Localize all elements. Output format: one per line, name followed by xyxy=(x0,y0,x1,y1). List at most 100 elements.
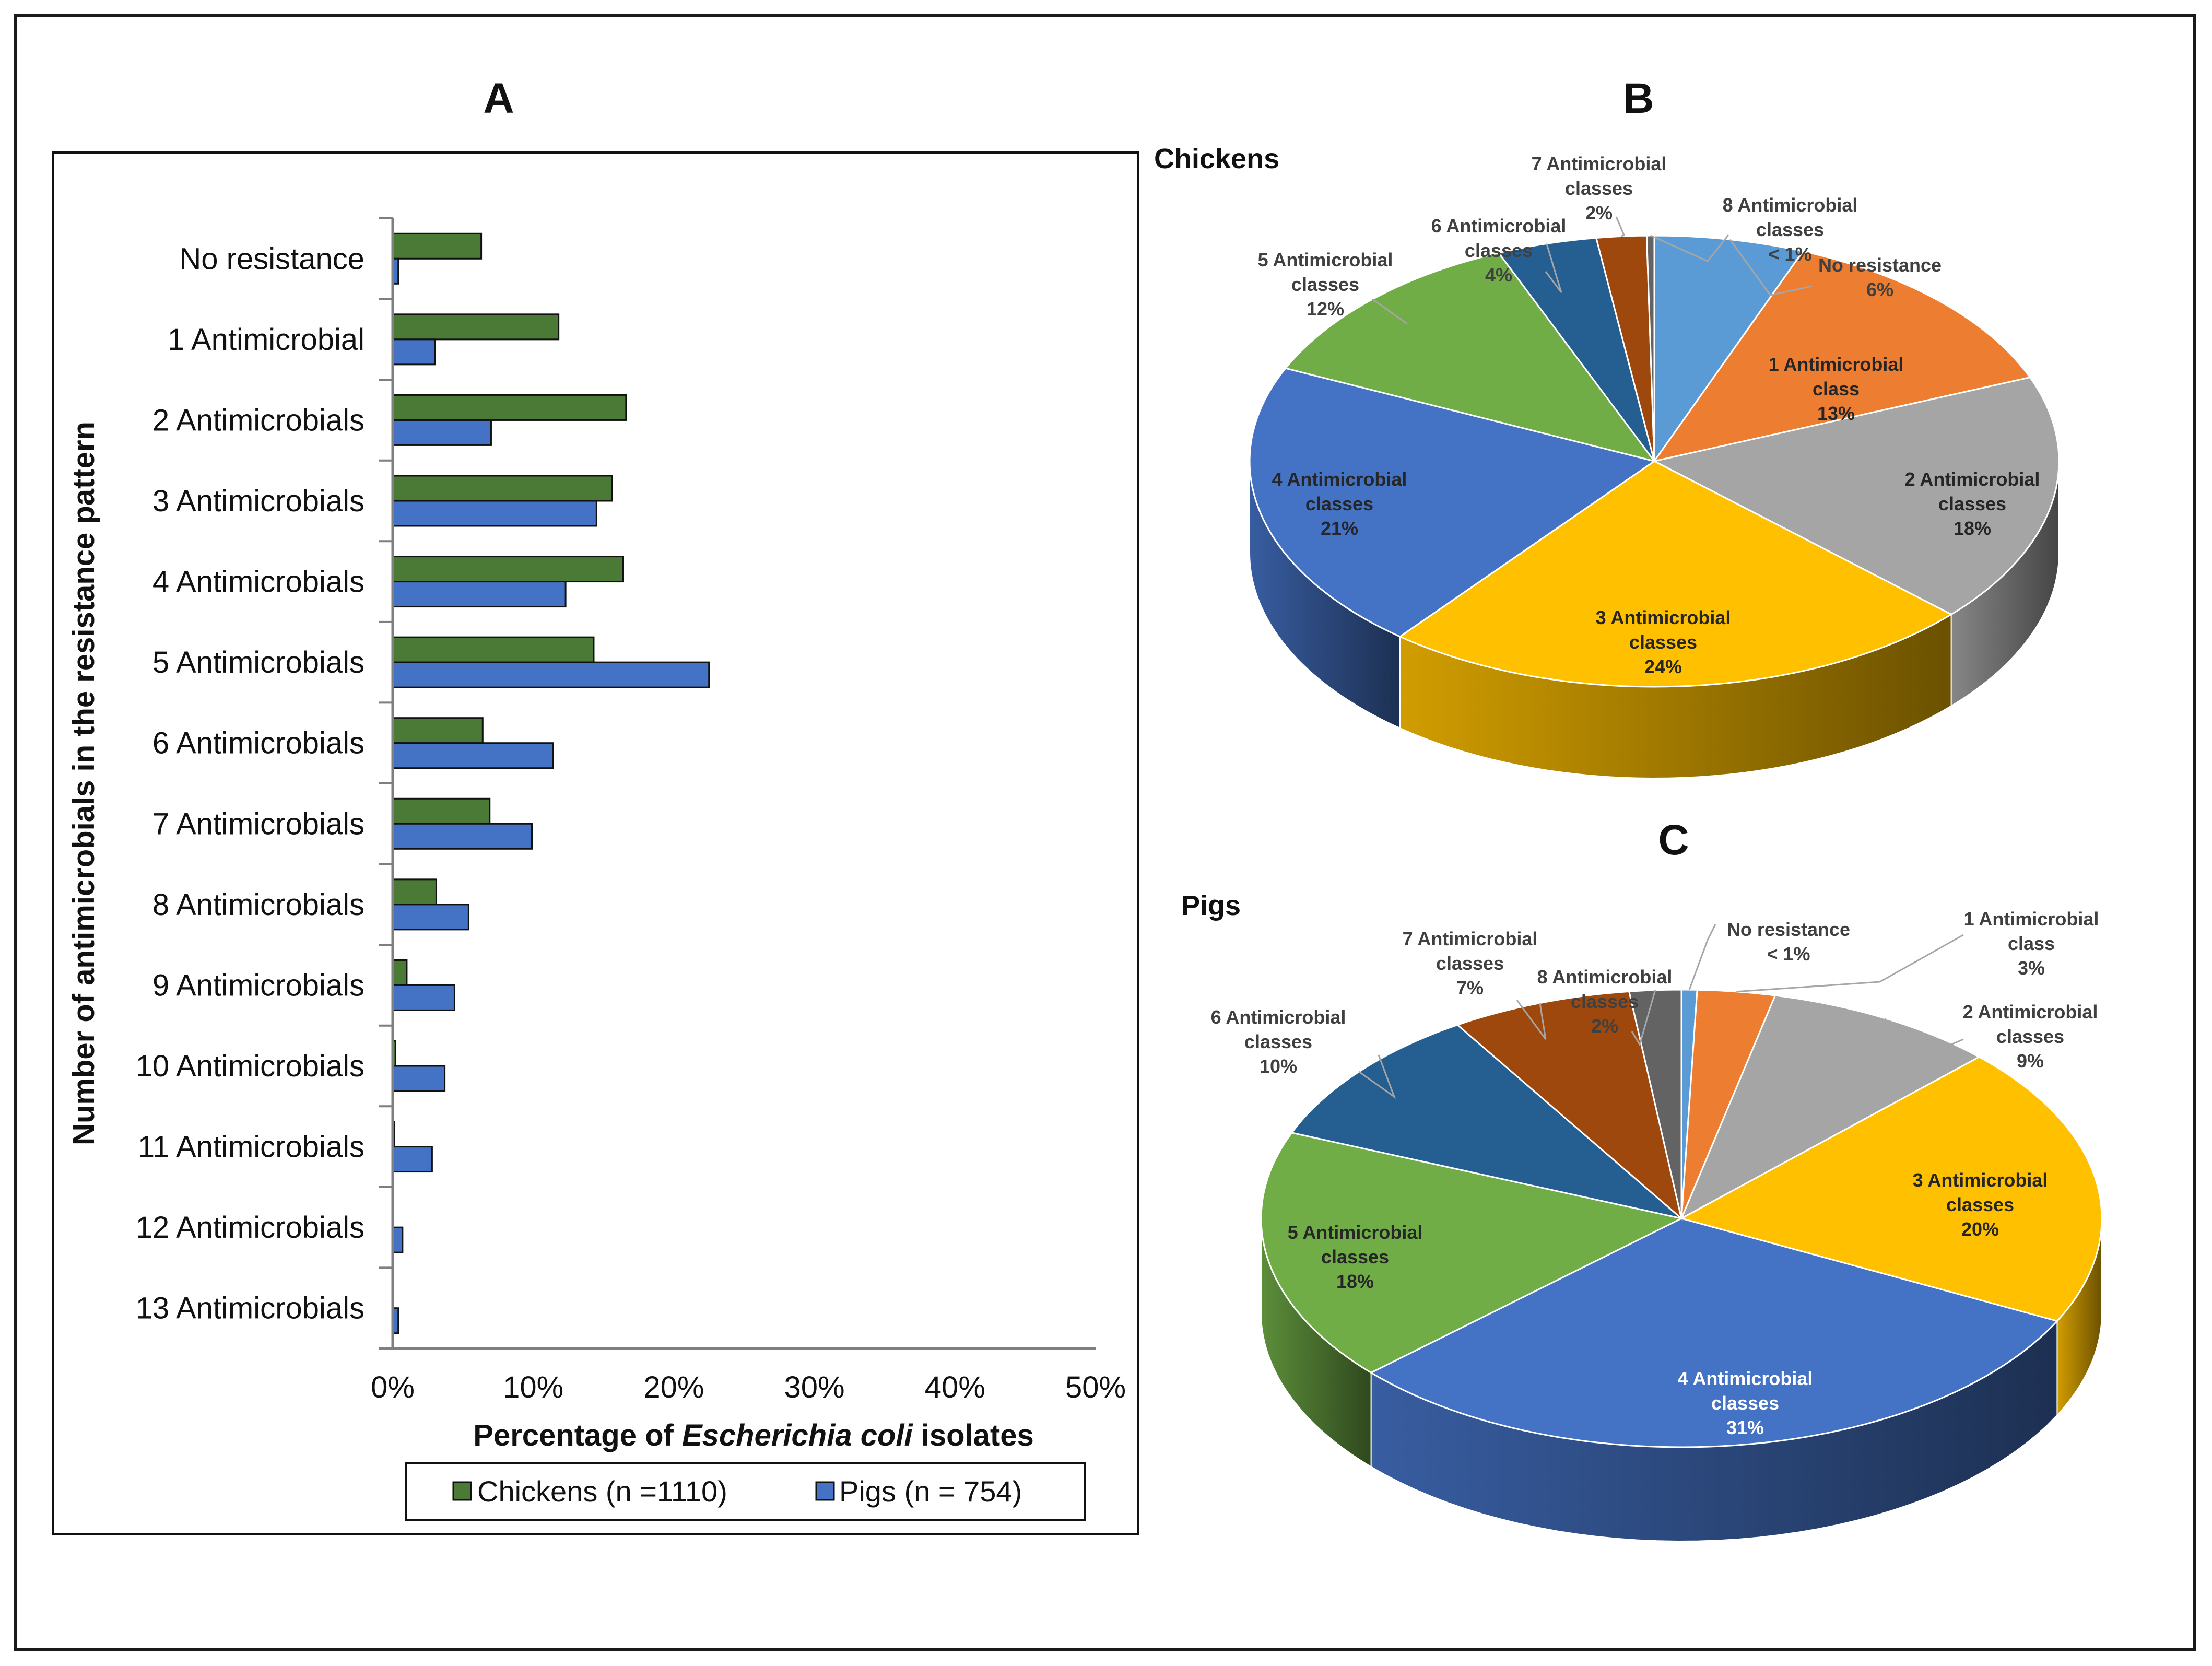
x-axis-label-species: Escherichia coli xyxy=(682,1418,914,1452)
pigs-pie-label-line: classes xyxy=(1571,991,1639,1012)
chickens-pie-label-line: 2 Antimicrobial xyxy=(1905,468,2040,490)
chickens-pie-slice-4-antimicrobial-classes-21 xyxy=(1249,367,1656,638)
bar-chickens-3-antimicrobials xyxy=(392,475,613,502)
category-label-11-antimicrobials: 11 Antimicrobials xyxy=(138,1130,364,1164)
pigs-pie-label-line: < 1% xyxy=(1767,943,1810,965)
figure-frame xyxy=(14,14,2196,1651)
bar-pigs-4-antimicrobials xyxy=(392,581,567,608)
pigs-pie-label-7-antimicrobial-classes-7: 7 Antimicrobial classes 7% xyxy=(1403,928,1538,999)
pigs-pie-label-line: 9% xyxy=(2017,1050,2044,1072)
chickens-pie-label-line: 7 Antimicrobial xyxy=(1532,153,1667,174)
pigs-pie-label-line: classes xyxy=(1996,1026,2064,1047)
chickens-pie-label-line: 3 Antimicrobial xyxy=(1596,607,1731,628)
chickens-pie-label-line: classes xyxy=(1629,631,1697,653)
pigs-pie-label-line: 1 Antimicrobial xyxy=(1964,908,2099,930)
pigs-pie: No resistance < 1% 1 Antimicrobial class 3% 2… xyxy=(1211,908,2103,1542)
pigs-pie-label-line: 31% xyxy=(1726,1417,1764,1438)
pigs-pie-label-line: 6 Antimicrobial xyxy=(1211,1006,1346,1028)
category-label-3-antimicrobials: 3 Antimicrobials xyxy=(152,484,364,518)
panel-b-letter: B xyxy=(1623,75,1654,122)
pigs-pie-label-2-antimicrobial-classes-9: 2 Antimicrobial classes 9% xyxy=(1963,1001,2098,1072)
pigs-pie-label-line: 20% xyxy=(1961,1218,1999,1240)
chickens-pie-leader-line xyxy=(1545,243,1562,293)
chickens-pie-label-line: 6 Antimicrobial xyxy=(1431,215,1567,237)
chickens-pie-label-line: classes xyxy=(1756,219,1824,240)
pigs-pie-label-3-antimicrobial-classes-20: 3 Antimicrobial classes 20% xyxy=(1913,1169,2048,1240)
y-axis-label: Number of antimicrobials in the resistan… xyxy=(67,421,101,1145)
panel-a-letter: A xyxy=(483,75,514,122)
pigs-pie-label-line: No resistance xyxy=(1727,919,1850,940)
legend-box xyxy=(405,1462,1086,1521)
pigs-pie-label-line: class xyxy=(2008,933,2055,954)
pigs-pie-label-line: 4 Antimicrobial xyxy=(1678,1368,1813,1389)
pigs-pie-slice-3-antimicrobial-classes-20 xyxy=(1679,1056,2103,1322)
legend-label-chickens: Chickens (n =1110) xyxy=(477,1475,727,1508)
chickens-pie-label-line: 12% xyxy=(1307,298,1344,320)
chickens-pie-label-line: classes xyxy=(1465,240,1533,261)
chickens-pie-label-6-antimicrobial-classes-4: 6 Antimicrobial classes 4% xyxy=(1431,215,1567,286)
pigs-pie-label-line: classes xyxy=(1711,1392,1779,1414)
chickens-pie-leader-line xyxy=(1729,239,1813,296)
chickens-pie-label-2-antimicrobial-classes-18: 2 Antimicrobial classes 18% xyxy=(1905,468,2040,539)
bar-chickens-9-antimicrobials xyxy=(392,959,408,986)
pigs-pie-label-line: classes xyxy=(1946,1194,2014,1215)
category-label-5-antimicrobials: 5 Antimicrobials xyxy=(152,646,364,679)
bar-chickens-2-antimicrobials xyxy=(392,394,627,421)
legend-swatch-chickens xyxy=(452,1481,472,1501)
bar-chickens-8-antimicrobials xyxy=(392,878,437,906)
pigs-pie-label-line: 5 Antimicrobial xyxy=(1288,1222,1423,1243)
bar-chickens-no-resistance xyxy=(392,232,483,260)
pigs-pie-label-line: 10% xyxy=(1260,1055,1297,1077)
pigs-pie-leader-line xyxy=(1884,1018,1964,1067)
pigs-pie-label-8-antimicrobial-classes-2: 8 Antimicrobial classes 2% xyxy=(1537,966,1673,1037)
chickens-pie-label-line: class xyxy=(1813,378,1860,400)
pigs-pie-leader-line xyxy=(1358,1054,1396,1099)
chickens-pie-label-1-antimicrobial-class-13: 1 Antimicrobial class 13% xyxy=(1769,354,1904,424)
x-axis-label: Percentage of Escherichia coli isolates xyxy=(473,1418,1033,1452)
pigs-pie-label-line: classes xyxy=(1321,1246,1389,1268)
chickens-pie-label-line: 2% xyxy=(1585,202,1613,224)
category-label-7-antimicrobials: 7 Antimicrobials xyxy=(152,807,364,841)
pigs-pie-leader-line xyxy=(1631,990,1656,1047)
chickens-pie-label-line: 1 Antimicrobial xyxy=(1769,354,1904,375)
category-label-12-antimicrobials: 12 Antimicrobials xyxy=(136,1211,364,1245)
bar-chickens-1-antimicrobial xyxy=(392,313,560,341)
pigs-pie-label-line: classes xyxy=(1436,953,1504,974)
chickens-pie-label-4-antimicrobial-classes-21: 4 Antimicrobial classes 21% xyxy=(1272,468,1407,539)
x-tick-label-40: 40% xyxy=(925,1370,985,1404)
category-label-2-antimicrobials: 2 Antimicrobials xyxy=(152,403,364,437)
pigs-pie-title: Pigs xyxy=(1181,890,1241,921)
bar-pigs-6-antimicrobials xyxy=(392,742,554,769)
pigs-pie-label-4-antimicrobial-classes-31: 4 Antimicrobial classes 31% xyxy=(1678,1368,1813,1438)
chickens-pie-leader-line xyxy=(1615,216,1625,237)
pigs-pie-leader-line xyxy=(1736,934,1964,993)
legend: Chickens (n =1110) Pigs (n = 754) xyxy=(405,1462,1086,1521)
chickens-pie-label-line: classes xyxy=(1565,178,1633,199)
chickens-pie-label-line: 5 Antimicrobial xyxy=(1258,249,1393,271)
pigs-pie-label-1-antimicrobial-class-3: 1 Antimicrobial class 3% xyxy=(1964,908,2099,979)
chickens-pie-label-line: classes xyxy=(1938,493,2006,514)
pigs-pie-label-no-resistance-1: No resistance < 1% xyxy=(1727,919,1850,965)
pigs-pie-label-line: 7 Antimicrobial xyxy=(1403,928,1538,949)
chickens-pie-label-5-antimicrobial-classes-12: 5 Antimicrobial classes 12% xyxy=(1258,249,1393,320)
x-axis-label-part-1: Percentage of xyxy=(473,1418,682,1452)
pigs-pie-leader-line xyxy=(1516,1000,1547,1040)
pigs-pie-label-line: classes xyxy=(1244,1031,1312,1052)
chickens-pie-slice-3-antimicrobial-classes-24 xyxy=(1398,460,1953,688)
x-tick-label-10: 10% xyxy=(503,1370,563,1404)
x-tick-label-0: 0% xyxy=(371,1370,415,1404)
chickens-pie-label-3-antimicrobial-classes-24: 3 Antimicrobial classes 24% xyxy=(1596,607,1731,677)
chickens-pie-label-line: classes xyxy=(1305,493,1373,514)
x-axis-label-part-3: isolates xyxy=(913,1418,1034,1452)
legend-swatch-pigs xyxy=(815,1481,835,1501)
chickens-pie-label-8-antimicrobial-classes-1: 8 Antimicrobial classes < 1% xyxy=(1723,194,1858,265)
chickens-pie-label-line: 8 Antimicrobial xyxy=(1723,194,1858,216)
pigs-pie-label-line: 7% xyxy=(1456,977,1484,999)
chickens-pie-label-line: 21% xyxy=(1321,518,1358,539)
pigs-pie-label-line: 8 Antimicrobial xyxy=(1537,966,1673,988)
chickens-pie-label-no-resistance-6: No resistance 6% xyxy=(1818,254,1942,300)
pigs-pie-label-line: 2 Antimicrobial xyxy=(1963,1001,2098,1023)
chickens-pie-slice-2-antimicrobial-classes-18 xyxy=(1652,376,2060,616)
legend-label-pigs: Pigs (n = 754) xyxy=(839,1475,1022,1508)
